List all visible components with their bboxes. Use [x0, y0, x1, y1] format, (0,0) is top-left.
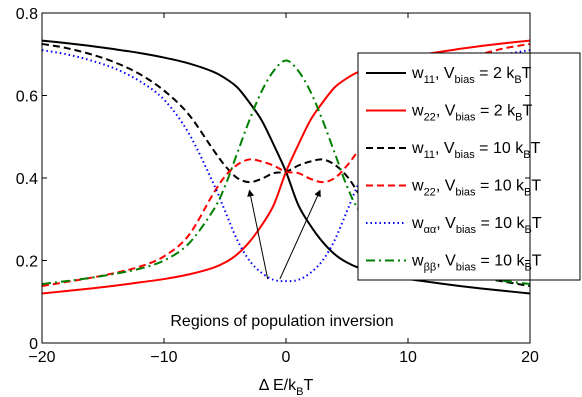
x-axis-label: Δ E/kBT	[259, 377, 314, 397]
x-tick-label: 10	[399, 349, 417, 366]
series-line-6	[41, 59, 531, 286]
legend-label: wββ, Vbias = 10 kBT	[411, 253, 542, 274]
x-tick-label: 0	[282, 349, 291, 366]
legend-label: wαα, Vbias = 10 kBT	[411, 215, 542, 236]
x-tick-label: 20	[521, 349, 539, 366]
x-tick-label: −10	[150, 349, 177, 366]
legend-label: w11, Vbias = 10 kBT	[411, 140, 541, 161]
annotation: Regions of population inversion	[170, 189, 394, 330]
annotation-arrow-right	[279, 189, 321, 280]
legend: w11, Vbias = 2 kBT w22, Vbias = 2 kBT w11,…	[357, 52, 581, 281]
legend-label: w11, Vbias = 2 kBT	[411, 65, 532, 86]
series-line-5	[41, 49, 531, 283]
legend-label: w22, Vbias = 10 kBT	[411, 178, 541, 199]
legend-box	[357, 52, 581, 281]
axis-ticks: −20 −10 0 10 20 0 0.2 0.4 0.6 0.8	[16, 6, 539, 366]
x-tick-label: −20	[28, 349, 55, 366]
y-tick-label: 0	[29, 336, 38, 353]
y-tick-label: 0.4	[16, 171, 38, 188]
y-tick-label: 0.8	[16, 6, 38, 23]
annotation-arrow-left	[247, 189, 269, 280]
annotation-text: Regions of population inversion	[170, 313, 393, 330]
y-tick-label: 0.6	[16, 89, 38, 106]
legend-label: w22, Vbias = 2 kBT	[411, 103, 532, 124]
y-tick-label: 0.2	[16, 254, 38, 271]
